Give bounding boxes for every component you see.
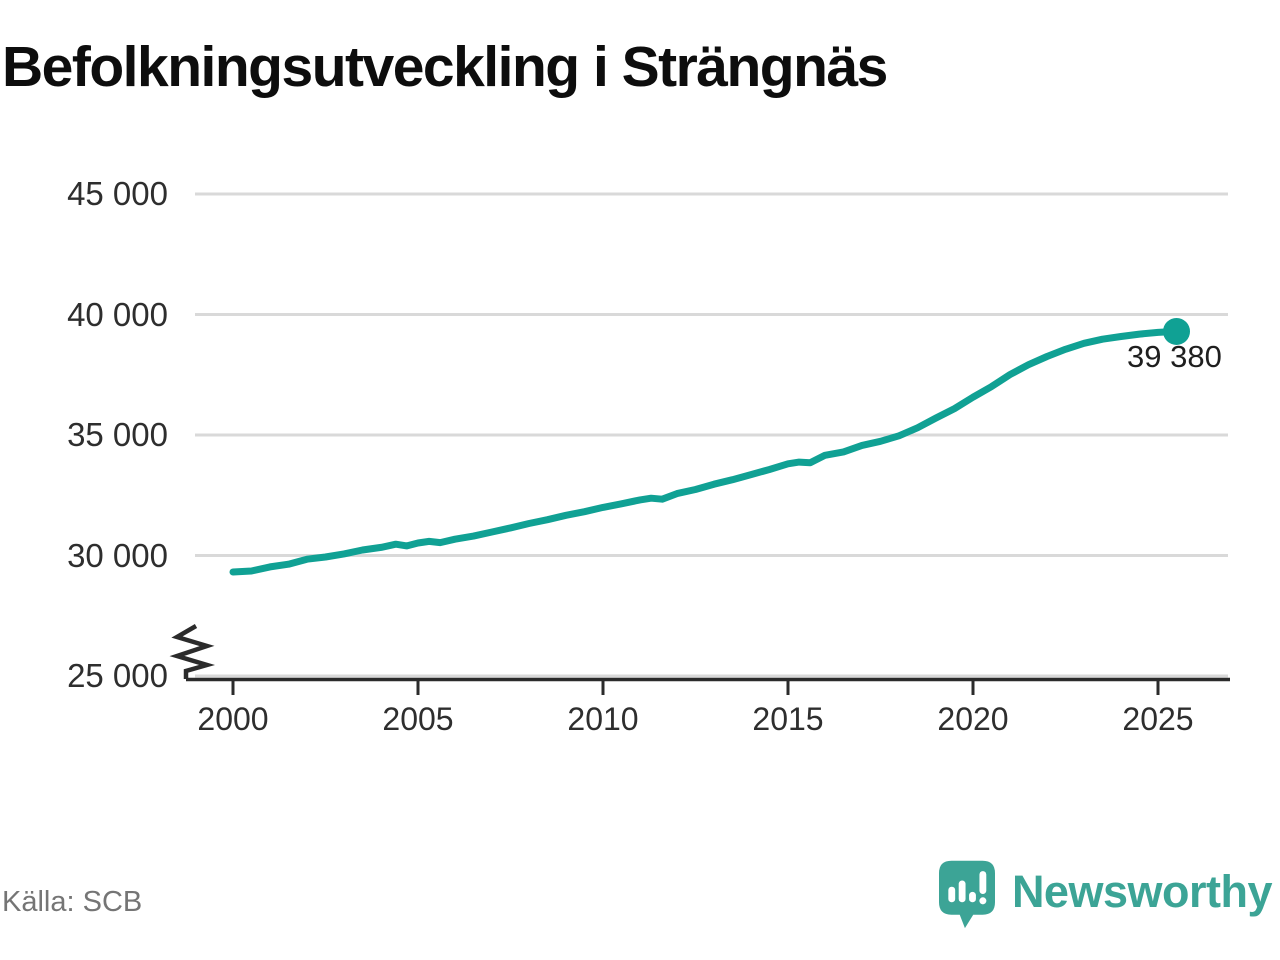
population-series-line [229, 327, 1180, 576]
y-axis-break-icon [169, 624, 216, 679]
y-tick-label-25000: 25 000 [67, 657, 168, 694]
y-tick-label-40000: 40 000 [67, 295, 168, 333]
y-tick-label-30000: 30 000 [67, 536, 168, 574]
x-tick-label-2010: 2010 [567, 701, 639, 737]
x-tick-label-2020: 2020 [937, 701, 1009, 737]
x-tick-label-2000: 2000 [197, 701, 269, 737]
newsworthy-bar-chart-bubble-icon [938, 860, 995, 929]
y-tick-label-45000: 45 000 [67, 175, 168, 212]
x-tick-label-2025: 2025 [1122, 701, 1194, 737]
x-tick-label-2015: 2015 [752, 701, 824, 737]
newsworthy-logo: Newsworthy [938, 860, 1273, 930]
source-note: Källa: SCB [2, 886, 143, 918]
page-title: Befolkningsutveckling i Strängnäs [2, 35, 888, 99]
x-tick-label-2005: 2005 [382, 701, 454, 737]
y-tick-label-35000: 35 000 [67, 416, 168, 453]
series-end-dot [1163, 317, 1190, 345]
newsworthy-wordmark: Newsworthy [1011, 866, 1273, 917]
end-value-label: 39 380 [1127, 339, 1222, 374]
